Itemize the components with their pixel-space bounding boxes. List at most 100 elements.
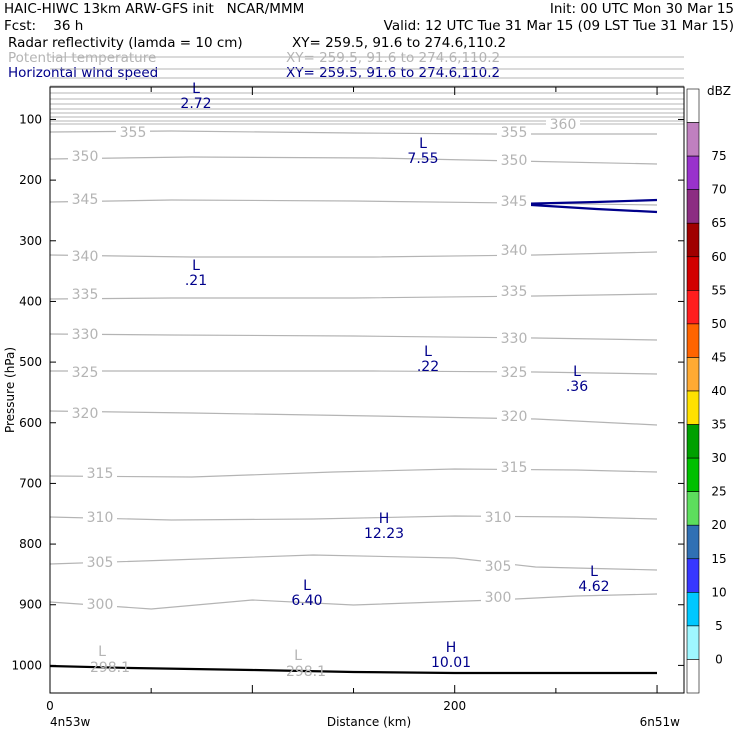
theta-contour-label: 315: [87, 466, 114, 482]
colorbar-swatch: [686, 659, 700, 694]
theta-contour-label: 325: [72, 365, 99, 381]
theta-contour-label: 355: [120, 125, 147, 141]
theta-label-bg: [481, 511, 515, 525]
theta-contour-label: 340: [501, 243, 528, 259]
theta-contour-label: 330: [72, 327, 99, 343]
theta-contour-line: [49, 554, 658, 571]
theta-label-bg: [481, 591, 515, 605]
theta-contour-label: 330: [501, 331, 528, 347]
theta-contour-line: [49, 293, 658, 300]
theta-contour-label: 310: [485, 510, 512, 526]
theta-contour-label: 355: [501, 125, 528, 141]
wind-extremum-type: L: [419, 136, 427, 152]
wind-extremum-type: L: [303, 578, 311, 594]
y-axis-label: Pressure (hPa): [3, 347, 17, 433]
theta-extremum-value: 298.1: [286, 664, 326, 680]
theta-label-bg: [497, 244, 531, 258]
theta-contour-line: [49, 156, 658, 165]
theta-contour-label: 325: [501, 365, 528, 381]
wind-jet-contour: [515, 198, 658, 214]
colorbar-tick-label: 35: [711, 418, 726, 432]
theta-contour-label: 300: [87, 597, 114, 613]
theta-label-bg: [546, 118, 580, 132]
theta-contour-label: 335: [72, 287, 99, 303]
contour-labels: 355 355 350 350 345 345 340 340 335 335 330 330 325 3…: [68, 81, 610, 680]
wind-extremum-value: 12.23: [364, 526, 404, 542]
colorbar-tick-label: 0: [715, 652, 723, 666]
colorbar-swatch: [686, 222, 700, 258]
theta-contour-label: 305: [485, 559, 512, 575]
colorbar-swatch: [686, 88, 700, 123]
plot-frame: [49, 86, 685, 694]
wind-jet-bottom: [515, 202, 658, 214]
colorbar-tick-label: 70: [711, 183, 726, 197]
header-right-2: Valid: 12 UTC Tue 31 Mar 15 (09 LST Tue …: [383, 18, 734, 34]
theta-contour-line: [49, 410, 658, 426]
theta-label-bg: [83, 556, 117, 570]
theta-contour-label: 320: [72, 406, 99, 422]
colorbar-tick-label: 60: [711, 250, 726, 264]
colorbar-swatch: [686, 457, 700, 492]
field-xy-reflectivity: XY= 259.5, 91.6 to 274.6,110.2: [292, 35, 507, 51]
theta-contour-line: [49, 468, 658, 478]
colorbar-tick-label: 50: [711, 317, 726, 331]
field-name-reflectivity: Radar reflectivity (lamda = 10 cm): [8, 35, 243, 51]
colorbar: 0 5 10 15 20 25 30 35 40 45 50 55 60 65 70 75: [686, 88, 727, 694]
colorbar-tick-label: 5: [715, 619, 723, 633]
theta-contour-line: [49, 515, 658, 521]
colorbar-swatch: [686, 592, 700, 627]
wind-extremum-type: L: [192, 258, 200, 274]
theta-label-bg: [68, 288, 102, 302]
colorbar-swatch: [686, 189, 700, 224]
theta-contour-label: 305: [87, 555, 114, 571]
theta-contour-label: 350: [501, 153, 528, 169]
x-end-label-right: 6n51w: [640, 715, 681, 729]
theta-label-bg: [481, 560, 515, 574]
y-tick-label: 1000: [11, 658, 42, 672]
colorbar-tick-label: 10: [711, 585, 726, 599]
y-tick-label: 700: [19, 476, 42, 490]
wind-extremum-value: .36: [566, 379, 588, 395]
wind-extremum-type: L: [192, 81, 200, 97]
colorbar-swatch: [686, 256, 700, 291]
y-tick-label: 500: [19, 355, 42, 369]
wind-extremum-type: L: [590, 564, 598, 580]
theta-contour-label: 360: [550, 117, 577, 133]
colorbar-label: dBZ: [707, 84, 731, 98]
field-xy-potential-temperature: XY= 259.5, 91.6 to 274.6,110.2: [286, 50, 501, 66]
theta-label-bg: [68, 407, 102, 421]
wind-jet-top: [515, 198, 658, 206]
header-left-1: HAIC-HIWC 13km ARW-GFS init NCAR/MMM: [4, 1, 305, 17]
colorbar-swatch: [686, 390, 700, 425]
theta-contour-label: 350: [72, 149, 99, 165]
y-tick-label: 600: [19, 416, 42, 430]
y-tick-label: 300: [19, 234, 42, 248]
wind-extremum-value: .21: [185, 273, 207, 289]
theta-label-bg: [497, 285, 531, 299]
colorbar-tick-label: 75: [711, 149, 726, 163]
theta-extremum-type: L: [98, 644, 106, 660]
colorbar-tick-label: 30: [711, 451, 726, 465]
theta-contour-line: [49, 251, 658, 258]
theta-contour-label: 320: [501, 409, 528, 425]
wind-extremum-value: 2.72: [180, 96, 211, 112]
colorbar-tick-label: 20: [711, 518, 726, 532]
colorbar-swatch: [686, 290, 700, 325]
colorbar-tick-label: 55: [711, 283, 726, 297]
wind-extremum-type: H: [446, 640, 457, 656]
colorbar-swatch: [686, 491, 700, 526]
theta-label-bg: [68, 328, 102, 342]
theta-label-bg: [497, 126, 531, 140]
theta-label-bg: [68, 193, 102, 207]
theta-contour-label: 345: [72, 192, 99, 208]
theta-extremum-type: L: [294, 648, 302, 664]
theta-contour-label: 335: [501, 284, 528, 300]
x-tick-label: 0: [46, 699, 54, 713]
theta-label-bg: [83, 598, 117, 612]
terrain-line: [49, 664, 657, 675]
theta-label-bg: [497, 332, 531, 346]
theta-label-bg: [497, 154, 531, 168]
header-left-2: Fcst: 36 h: [4, 18, 84, 34]
colorbar-tick-label: 65: [711, 216, 726, 230]
